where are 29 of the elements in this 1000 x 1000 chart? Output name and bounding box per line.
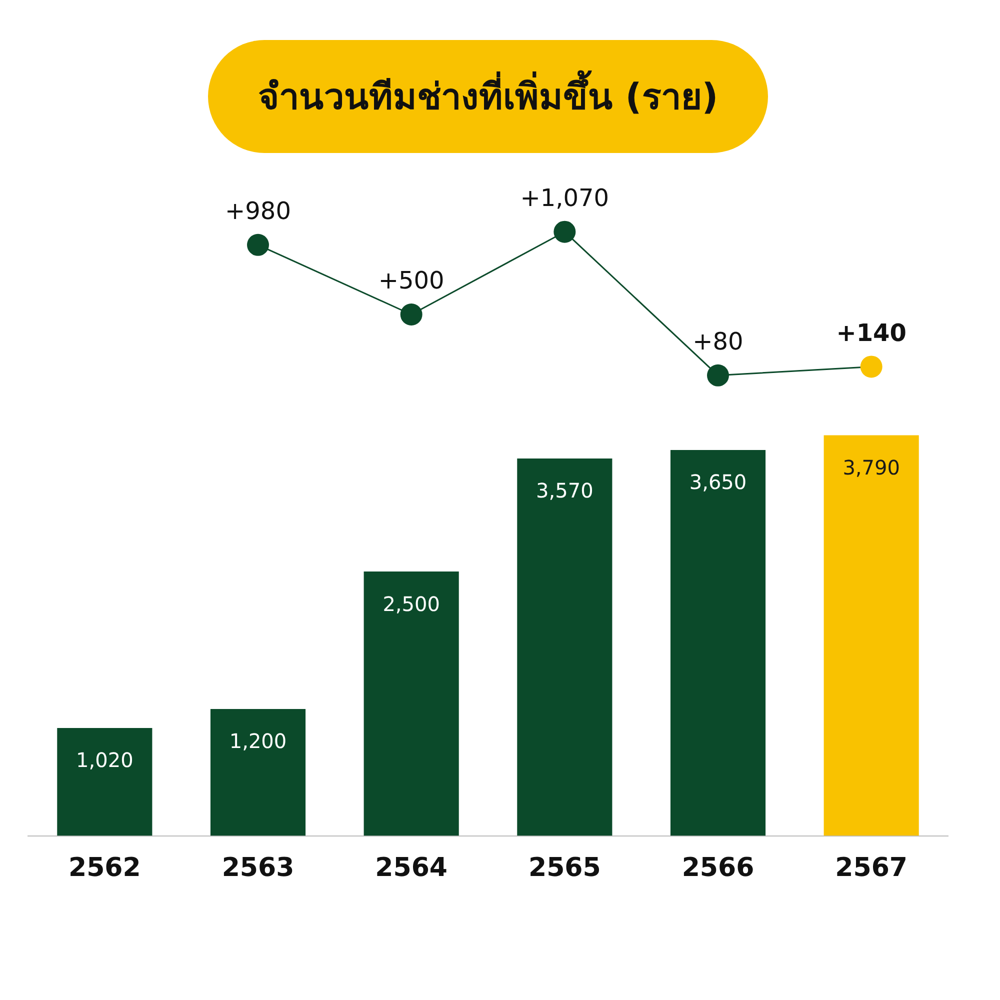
bar [210, 708, 306, 836]
data-label: 2,500 [382, 592, 440, 616]
data-label: 1,020 [76, 748, 134, 772]
data-label: +500 [378, 266, 444, 295]
point [707, 364, 729, 386]
bar [57, 728, 152, 836]
bar [364, 572, 459, 836]
x-tick-label: 2566 [682, 853, 754, 884]
data-label: +140 [836, 318, 906, 347]
chart-title: จำนวนทีมช่างที่เพิ่มขึ้น (ราย) [208, 40, 768, 153]
x-tick-label: 2567 [835, 853, 908, 884]
point [554, 220, 576, 243]
x-tick-label: 2563 [222, 853, 294, 884]
bar [517, 458, 612, 836]
data-label: 3,790 [842, 455, 900, 480]
data-label: 3,570 [536, 478, 594, 503]
data-label: 1,200 [229, 729, 287, 754]
point [860, 356, 882, 378]
data-label: +80 [692, 328, 744, 356]
data-label: +980 [225, 197, 291, 226]
data-label: +1,070 [520, 184, 610, 212]
x-tick-label: 2562 [68, 853, 141, 884]
point [247, 234, 269, 256]
point [400, 304, 422, 326]
bar [824, 435, 919, 836]
x-tick-label: 2564 [375, 853, 448, 884]
bar [670, 450, 766, 836]
x-tick-label: 2565 [528, 853, 601, 884]
data-label: 3,650 [689, 470, 747, 494]
